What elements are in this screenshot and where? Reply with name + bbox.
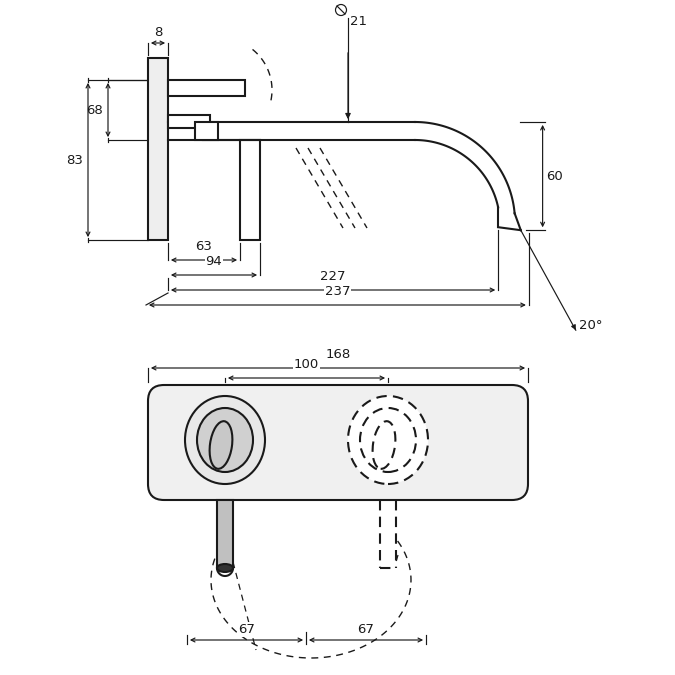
Ellipse shape [197, 408, 253, 472]
Text: 21: 21 [350, 15, 367, 28]
Bar [195, 122, 218, 140]
Bar [168, 80, 245, 96]
Text: 8: 8 [154, 26, 162, 39]
Text: 100: 100 [294, 358, 319, 371]
Text: 237: 237 [325, 285, 350, 298]
Bar [168, 115, 210, 128]
Bar [240, 140, 260, 240]
Ellipse shape [217, 564, 233, 572]
Bar [148, 58, 168, 240]
Text: 168: 168 [325, 348, 350, 361]
Ellipse shape [210, 421, 232, 469]
Text: 83: 83 [66, 153, 83, 167]
Bar [217, 500, 233, 568]
Text: 67: 67 [358, 623, 375, 636]
Text: 94: 94 [206, 255, 222, 268]
Ellipse shape [185, 396, 265, 484]
Text: 227: 227 [321, 270, 346, 283]
Text: 60: 60 [547, 169, 564, 183]
Ellipse shape [360, 408, 416, 472]
Text: 20°: 20° [578, 319, 602, 331]
Text: 63: 63 [196, 240, 213, 253]
Ellipse shape [373, 421, 396, 469]
FancyBboxPatch shape [148, 385, 528, 500]
Text: 68: 68 [86, 103, 103, 117]
Text: 67: 67 [238, 623, 255, 636]
Ellipse shape [348, 396, 428, 484]
